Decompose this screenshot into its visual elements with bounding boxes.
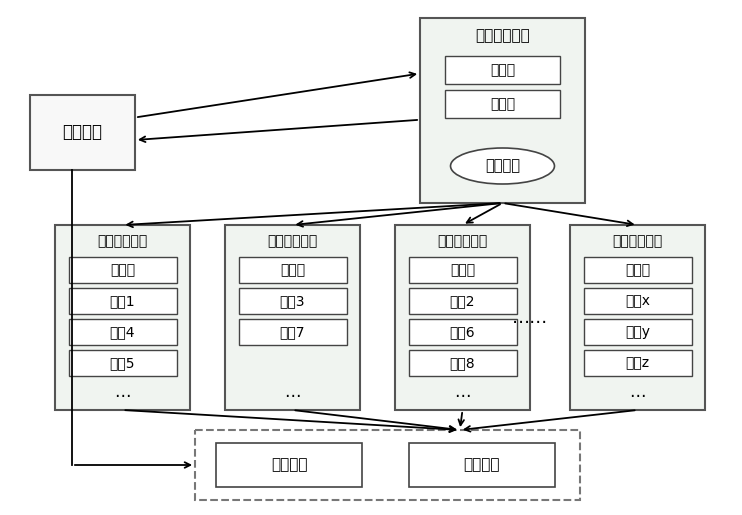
FancyBboxPatch shape [68, 350, 177, 376]
Text: 文件1: 文件1 [110, 294, 135, 308]
Text: ……: …… [512, 309, 548, 327]
Text: 文件x: 文件x [625, 294, 650, 308]
Text: 元数据: 元数据 [490, 63, 515, 77]
FancyBboxPatch shape [68, 257, 177, 283]
FancyBboxPatch shape [409, 319, 516, 345]
Text: 块缓存: 块缓存 [490, 97, 515, 111]
FancyBboxPatch shape [583, 319, 692, 345]
FancyBboxPatch shape [30, 95, 135, 170]
FancyBboxPatch shape [68, 288, 177, 314]
Text: 系统任务: 系统任务 [271, 457, 308, 472]
FancyBboxPatch shape [55, 225, 190, 410]
Text: 文件6: 文件6 [450, 325, 476, 339]
Text: 路由模块: 路由模块 [485, 159, 520, 174]
Text: 文件z: 文件z [626, 356, 649, 370]
Text: 文件服务进程: 文件服务进程 [437, 234, 487, 248]
FancyBboxPatch shape [216, 443, 363, 487]
Text: 目录服务进程: 目录服务进程 [475, 28, 530, 43]
Text: 块缓存: 块缓存 [450, 263, 475, 277]
FancyBboxPatch shape [409, 350, 516, 376]
Text: 用户进程: 用户进程 [62, 124, 102, 142]
Text: 文件y: 文件y [625, 325, 650, 339]
FancyBboxPatch shape [409, 288, 516, 314]
FancyBboxPatch shape [420, 18, 585, 203]
FancyBboxPatch shape [583, 257, 692, 283]
FancyBboxPatch shape [409, 443, 555, 487]
FancyBboxPatch shape [444, 90, 560, 118]
Text: 文件5: 文件5 [110, 356, 135, 370]
Text: …: … [114, 383, 131, 401]
Text: …: … [454, 383, 470, 401]
FancyBboxPatch shape [409, 257, 516, 283]
FancyBboxPatch shape [238, 319, 347, 345]
FancyBboxPatch shape [444, 56, 560, 84]
Text: 文件8: 文件8 [450, 356, 476, 370]
Ellipse shape [450, 148, 554, 184]
FancyBboxPatch shape [238, 257, 347, 283]
Text: …: … [284, 383, 301, 401]
Text: 文件2: 文件2 [450, 294, 475, 308]
Text: 文件7: 文件7 [280, 325, 305, 339]
FancyBboxPatch shape [570, 225, 705, 410]
FancyBboxPatch shape [195, 430, 580, 500]
FancyBboxPatch shape [68, 319, 177, 345]
Text: …: … [629, 383, 646, 401]
FancyBboxPatch shape [583, 288, 692, 314]
FancyBboxPatch shape [583, 350, 692, 376]
Text: 磁盘服务: 磁盘服务 [464, 457, 500, 472]
Text: 块缓存: 块缓存 [625, 263, 650, 277]
FancyBboxPatch shape [395, 225, 530, 410]
Text: 文件服务进程: 文件服务进程 [267, 234, 318, 248]
FancyBboxPatch shape [238, 288, 347, 314]
Text: 文件3: 文件3 [280, 294, 305, 308]
FancyBboxPatch shape [225, 225, 360, 410]
Text: 文件服务进程: 文件服务进程 [612, 234, 663, 248]
Text: 文件4: 文件4 [110, 325, 135, 339]
Text: 文件服务进程: 文件服务进程 [97, 234, 148, 248]
Text: 块缓存: 块缓存 [110, 263, 135, 277]
Text: 块缓存: 块缓存 [280, 263, 305, 277]
